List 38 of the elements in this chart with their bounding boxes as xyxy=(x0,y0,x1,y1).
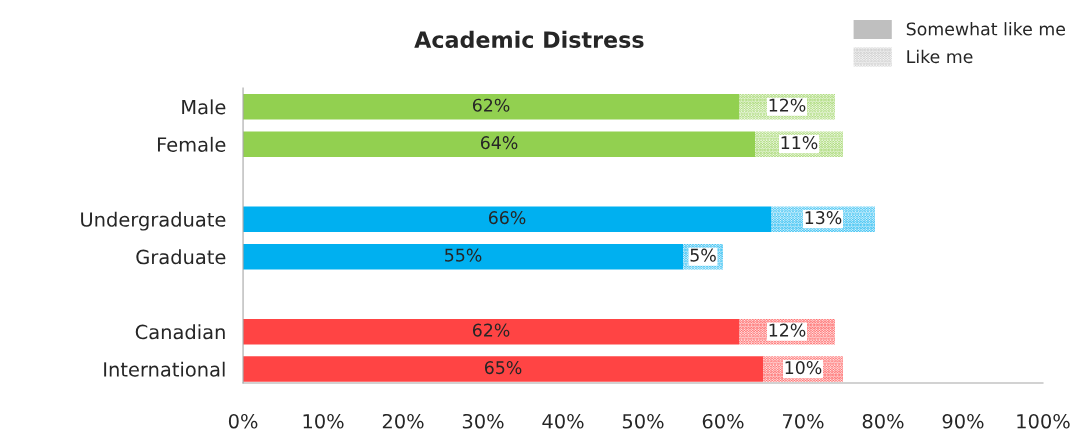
bar xyxy=(243,243,684,270)
data-label: 12% xyxy=(769,323,806,337)
data-label: 65% xyxy=(484,361,522,375)
data-label: 12% xyxy=(769,98,806,112)
data-label: 62% xyxy=(472,323,510,337)
data-label: 64% xyxy=(480,136,518,150)
bar xyxy=(243,206,771,232)
x-tick-label: 0% xyxy=(228,413,258,429)
x-tick-label: 70% xyxy=(782,413,824,429)
y-tick-label: International xyxy=(104,361,225,377)
x-tick-label: 30% xyxy=(462,413,504,429)
bar xyxy=(243,318,740,345)
x-tick-label: 100% xyxy=(1017,413,1070,429)
x-tick-label: 10% xyxy=(303,413,344,429)
y-tick-label: Graduate xyxy=(136,249,226,265)
y-tick-label: Male xyxy=(182,99,226,115)
bar xyxy=(243,131,755,157)
text: Somewhat like me xyxy=(906,22,1066,36)
y-tick-label: Female xyxy=(157,136,226,152)
text: Like me xyxy=(907,49,973,64)
data-label: 62% xyxy=(472,98,510,112)
y-tick-label: Undergraduate xyxy=(81,211,226,231)
data-label: 10% xyxy=(785,361,822,375)
bar xyxy=(243,93,740,120)
x-tick-label: 50% xyxy=(622,413,664,429)
data-label: 11% xyxy=(781,136,818,150)
x-tick-label: 40% xyxy=(542,413,584,429)
x-tick-label: 80% xyxy=(862,413,904,429)
x-tick-label: 60% xyxy=(702,413,744,429)
data-label: 55% xyxy=(445,248,482,262)
x-tick-label: 20% xyxy=(382,413,424,429)
data-label: 13% xyxy=(805,211,842,225)
chart-title: Academic Distress xyxy=(414,30,644,49)
data-label: 66% xyxy=(488,211,526,225)
y-tick-label: Canadian xyxy=(135,324,225,340)
x-tick-label: 90% xyxy=(942,413,984,429)
bar xyxy=(243,356,763,382)
data-label: 5% xyxy=(690,248,716,262)
